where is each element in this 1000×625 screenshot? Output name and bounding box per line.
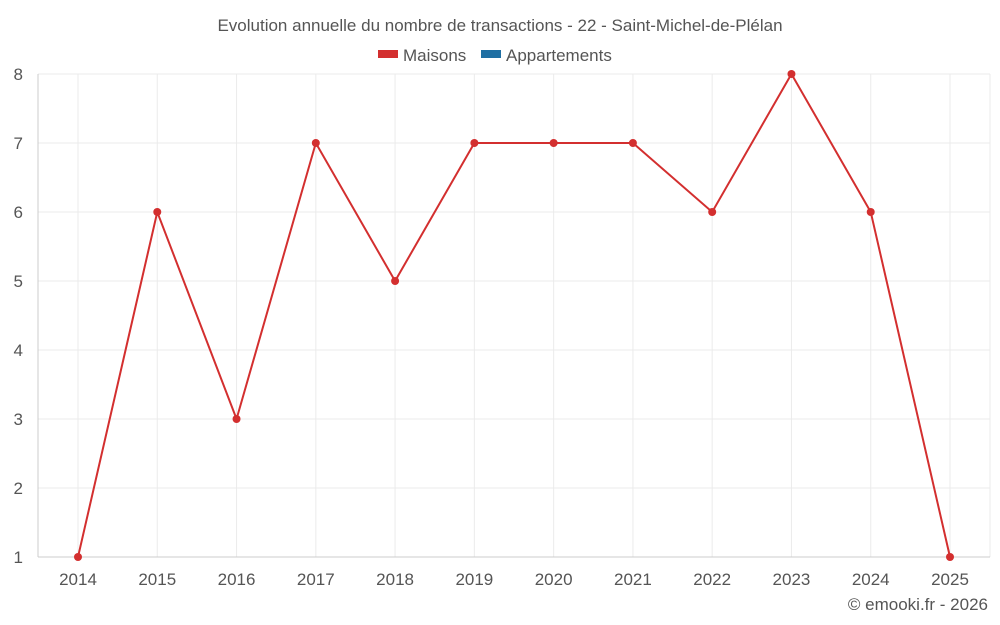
legend-label-appartements[interactable]: Appartements [506, 46, 612, 65]
axes: 1 2 3 4 5 6 7 8 2014 2015 2016 2017 2018 2019 2020 2021… [14, 65, 990, 589]
data-point[interactable] [470, 139, 479, 147]
y-tick-label: 3 [14, 410, 23, 429]
y-tick-label: 2 [14, 479, 23, 498]
y-tick-label: 1 [14, 548, 23, 567]
y-tick-label: 8 [14, 65, 23, 84]
x-tick-label: 2014 [59, 570, 97, 589]
x-tick-label: 2016 [218, 570, 256, 589]
data-point[interactable] [232, 415, 241, 423]
x-tick-label: 2022 [693, 570, 731, 589]
legend: Maisons Appartements [378, 46, 612, 65]
x-tick-label: 2018 [376, 570, 414, 589]
data-point[interactable] [549, 139, 558, 147]
data-point[interactable] [628, 139, 637, 147]
x-tick-label: 2019 [455, 570, 493, 589]
x-tick-label: 2021 [614, 570, 652, 589]
data-point[interactable] [153, 208, 162, 216]
series-maisons [74, 70, 954, 561]
x-tick-label: 2023 [773, 570, 811, 589]
legend-label-maisons[interactable]: Maisons [403, 46, 466, 65]
grid [38, 73, 991, 557]
data-point[interactable] [787, 70, 796, 78]
legend-swatch-maisons [378, 50, 398, 58]
data-point[interactable] [311, 139, 320, 147]
series-line [77, 71, 951, 558]
y-tick-label: 4 [14, 341, 23, 360]
credit-text: © emooki.fr - 2026 [848, 595, 988, 614]
data-point[interactable] [74, 553, 82, 561]
data-point[interactable] [866, 208, 875, 216]
x-tick-label: 2015 [138, 570, 176, 589]
data-point[interactable] [391, 277, 400, 285]
x-tick-label: 2024 [852, 570, 890, 589]
x-tick-label: 2025 [931, 570, 969, 589]
legend-swatch-appartements [481, 50, 501, 58]
x-tick-label: 2017 [297, 570, 335, 589]
data-point[interactable] [946, 553, 954, 561]
y-tick-label: 6 [14, 203, 23, 222]
x-tick-label: 2020 [535, 570, 573, 589]
y-tick-label: 5 [14, 272, 23, 291]
y-tick-label: 7 [14, 134, 23, 153]
chart-title: Evolution annuelle du nombre de transact… [217, 16, 782, 35]
data-point[interactable] [708, 208, 717, 216]
